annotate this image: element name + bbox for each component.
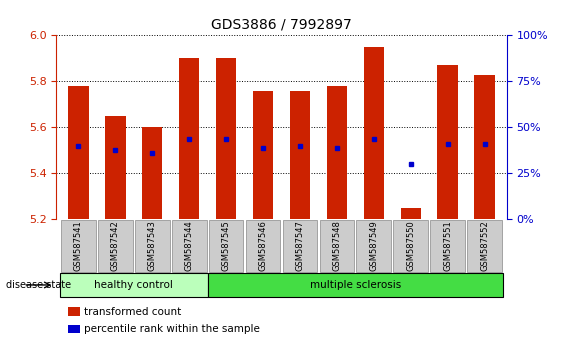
Text: GSM587541: GSM587541 bbox=[74, 221, 83, 272]
Bar bbox=[364, 47, 384, 219]
Bar bbox=[179, 58, 199, 219]
Text: GSM587551: GSM587551 bbox=[443, 221, 452, 272]
Text: GSM587542: GSM587542 bbox=[111, 221, 120, 272]
Bar bbox=[142, 127, 163, 219]
Bar bbox=[327, 86, 347, 219]
Text: GSM587543: GSM587543 bbox=[148, 221, 157, 272]
Text: GSM587545: GSM587545 bbox=[222, 221, 231, 272]
Bar bbox=[400, 208, 421, 219]
Text: GSM587552: GSM587552 bbox=[480, 221, 489, 272]
Bar bbox=[475, 75, 495, 219]
Bar bbox=[290, 91, 310, 219]
Text: healthy control: healthy control bbox=[95, 280, 173, 290]
Text: GSM587550: GSM587550 bbox=[406, 221, 415, 272]
Text: GSM587546: GSM587546 bbox=[258, 221, 267, 272]
Bar bbox=[253, 91, 273, 219]
Text: GDS3886 / 7992897: GDS3886 / 7992897 bbox=[211, 18, 352, 32]
Text: percentile rank within the sample: percentile rank within the sample bbox=[84, 324, 260, 334]
Text: GSM587549: GSM587549 bbox=[369, 221, 378, 272]
Text: multiple sclerosis: multiple sclerosis bbox=[310, 280, 401, 290]
Text: GSM587544: GSM587544 bbox=[185, 221, 194, 272]
Bar bbox=[437, 65, 458, 219]
Bar bbox=[68, 86, 88, 219]
Text: disease state: disease state bbox=[6, 280, 71, 290]
Bar bbox=[216, 58, 236, 219]
Text: transformed count: transformed count bbox=[84, 307, 182, 316]
Bar bbox=[105, 116, 126, 219]
Text: GSM587548: GSM587548 bbox=[332, 221, 341, 272]
Text: GSM587547: GSM587547 bbox=[296, 221, 305, 272]
